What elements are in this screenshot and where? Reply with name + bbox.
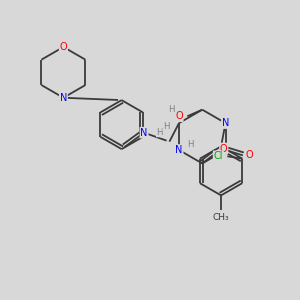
Text: O: O — [220, 143, 228, 154]
Text: H: H — [157, 128, 163, 136]
Text: H: H — [163, 122, 170, 130]
Text: N: N — [140, 128, 148, 138]
Text: N: N — [60, 93, 67, 103]
Text: Cl: Cl — [214, 151, 223, 161]
Text: H: H — [187, 140, 194, 149]
Text: O: O — [246, 150, 253, 161]
Text: O: O — [175, 111, 183, 121]
Text: N: N — [175, 145, 183, 155]
Text: CH₃: CH₃ — [213, 213, 230, 222]
Text: N: N — [222, 118, 229, 128]
Text: O: O — [60, 42, 67, 52]
Text: H: H — [168, 105, 174, 114]
